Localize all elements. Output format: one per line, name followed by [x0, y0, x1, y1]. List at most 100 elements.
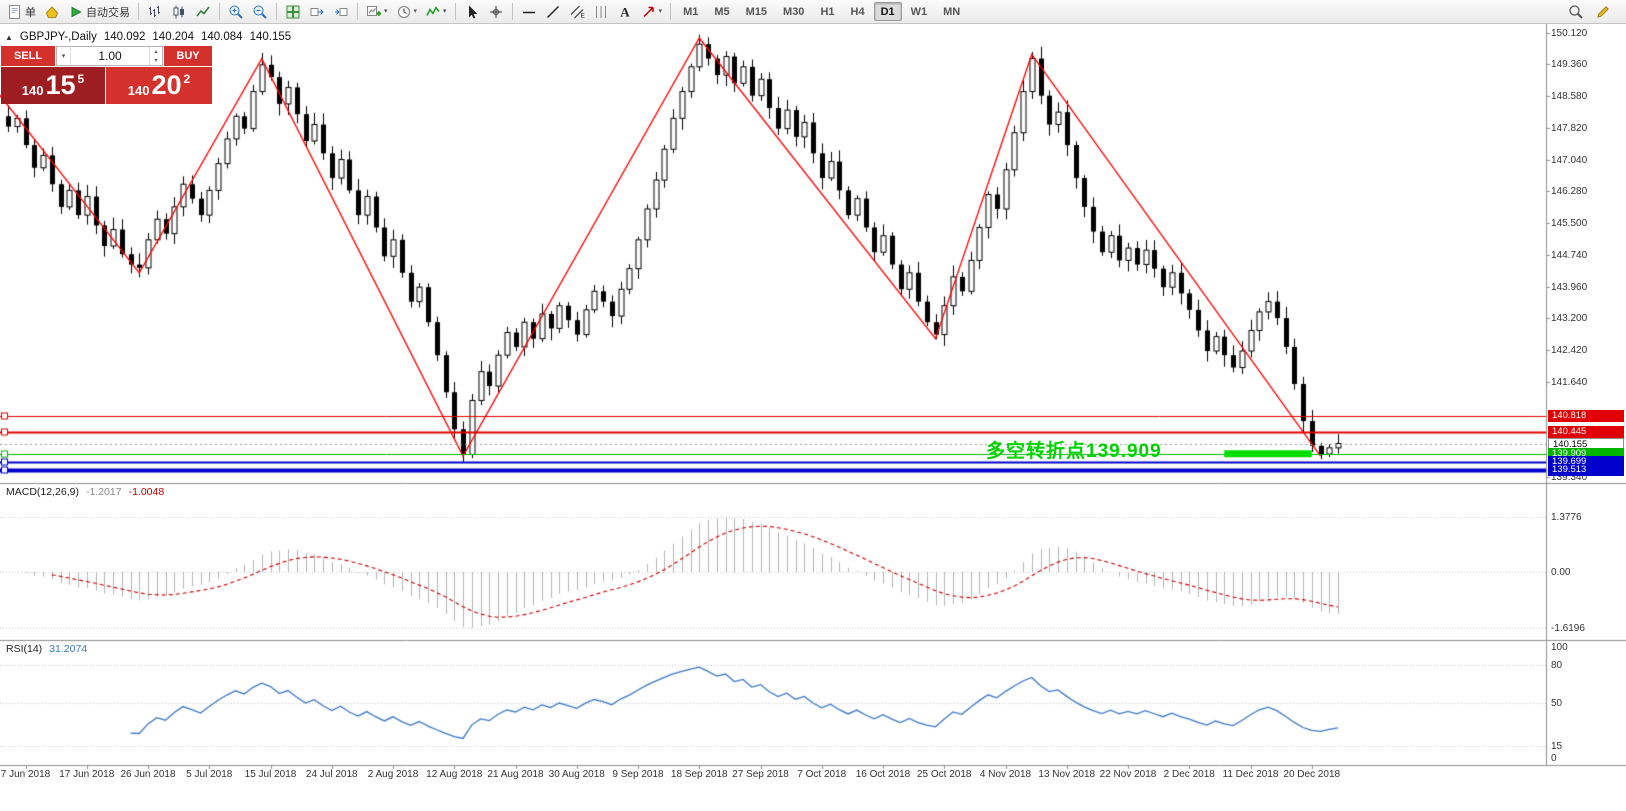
volume-spinner-up-icon[interactable]: ▴	[154, 49, 158, 55]
chart-info-line: ▲ GBPJPY-,Daily 140.092 140.204 140.084 …	[5, 31, 291, 43]
price-chart-canvas[interactable]	[0, 24, 1626, 811]
time-axis-label: 21 Aug 2018	[487, 769, 544, 780]
cursor-button[interactable]	[460, 1, 484, 22]
candlestick-chart-button[interactable]	[167, 1, 191, 22]
volume-dropdown-icon[interactable]: ▾	[57, 47, 71, 65]
timeframe-m5-button[interactable]: M5	[714, 5, 730, 18]
price-tag: 140.818	[1548, 410, 1624, 423]
symbol-period-label: GBPJPY-,Daily	[19, 31, 97, 43]
buy-button[interactable]: BUY	[164, 46, 212, 66]
volume-input[interactable]: 1.00	[98, 49, 122, 63]
price-scale[interactable]	[1547, 24, 1626, 765]
equidistant-channel-button[interactable]: E	[565, 1, 589, 22]
periods-button[interactable]: ▾	[392, 1, 422, 22]
timeframe-d1-button[interactable]: D1	[873, 2, 902, 21]
trendline-icon	[545, 4, 561, 20]
arrows-button[interactable]: ▾	[637, 1, 667, 22]
svg-text:E: E	[580, 12, 585, 19]
volume-control: ▾ 1.00 ▴ ▾	[56, 46, 163, 66]
macd-main-value: -1.2017	[85, 486, 122, 498]
buy-price-sup: 2	[183, 72, 191, 86]
price-scale-label: 145.500	[1551, 218, 1588, 230]
rsi-scale-label: 50	[1551, 697, 1563, 709]
time-axis-label: 7 Oct 2018	[797, 769, 847, 780]
price-scale-label: 148.580	[1551, 91, 1588, 103]
rsi-indicator-label: RSI(14) 31.2074	[6, 643, 94, 655]
price-tag: 140.155	[1548, 437, 1624, 450]
new-chart-icon	[366, 4, 382, 20]
tile-windows-button[interactable]	[281, 1, 305, 22]
macd-name: MACD(12,26,9)	[6, 486, 79, 498]
price-scale-label: 149.360	[1551, 59, 1588, 71]
chevron-down-icon: ▾	[658, 8, 663, 15]
time-axis-label: 24 Jul 2018	[305, 769, 358, 780]
arrow-icon	[641, 4, 657, 20]
one-click-panel-toggle-icon[interactable]: ▲	[5, 32, 13, 42]
price-scale-label: 150.120	[1551, 28, 1588, 40]
market-watch-button[interactable]	[40, 1, 64, 22]
horizontal-line-button[interactable]	[517, 1, 541, 22]
zoom-out-button[interactable]	[248, 1, 272, 22]
play-icon	[68, 4, 84, 20]
time-axis-label: 27 Sep 2018	[732, 769, 789, 780]
time-axis-label: 4 Nov 2018	[979, 769, 1032, 780]
volume-spinner: ▴ ▾	[149, 47, 162, 65]
timeframe-h1-button[interactable]: H1	[820, 5, 835, 18]
buy-price-prefix: 140	[127, 82, 150, 98]
rsi-value: 31.2074	[49, 643, 88, 655]
auto-scroll-icon	[309, 4, 325, 20]
auto-scroll-button[interactable]	[305, 1, 329, 22]
one-click-trading-panel: SELL ▾ 1.00 ▴ ▾ BUY 140 15 5	[1, 46, 212, 104]
buy-price-button[interactable]: 140 20 2	[106, 67, 212, 104]
toolbar-separator	[276, 3, 277, 20]
sell-price-button[interactable]: 140 15 5	[1, 67, 105, 104]
chart-shift-button[interactable]	[329, 1, 353, 22]
new-chart-button[interactable]: ▾	[362, 1, 392, 22]
chevron-down-icon: ▾	[384, 8, 388, 15]
timeframe-mn-button[interactable]: MN	[943, 5, 961, 18]
timeframe-w1-button[interactable]: W1	[910, 5, 928, 18]
zoom-in-icon	[228, 4, 244, 20]
new-order-button-label: 单	[25, 6, 36, 19]
trendline-button[interactable]	[541, 1, 565, 22]
new-order-button[interactable]: 单	[3, 1, 40, 22]
time-axis-label: 26 Jun 2018	[120, 769, 176, 780]
volume-spinner-down-icon[interactable]: ▾	[154, 58, 158, 64]
rsi-scale-label: 80	[1551, 660, 1563, 671]
indicators-button[interactable]: ▾	[421, 1, 451, 22]
text-label-button[interactable]: A	[613, 1, 637, 22]
hline-icon	[521, 4, 537, 20]
turning-point-annotation[interactable]: 多空转折点139.909	[986, 441, 1162, 462]
auto-trading-button[interactable]: 自动交易	[64, 1, 134, 22]
chevron-down-icon: ▾	[413, 8, 418, 15]
bar-chart-button[interactable]	[143, 1, 167, 22]
price-scale-label: 147.820	[1551, 122, 1588, 134]
candles-icon	[171, 4, 187, 20]
crosshair-button[interactable]	[484, 1, 508, 22]
line-chart-button[interactable]	[191, 1, 215, 22]
toolbar-separator	[357, 3, 358, 20]
cycle-lines-button[interactable]	[589, 1, 613, 22]
sell-price-prefix: 140	[21, 82, 44, 98]
auto-trading-button-label: 自动交易	[86, 6, 130, 19]
time-axis-label: 25 Oct 2018	[917, 769, 972, 780]
timeframe-m1-button[interactable]: M1	[683, 5, 699, 18]
time-axis-label: 16 Oct 2018	[855, 769, 911, 780]
timeframe-h4-button[interactable]: H4	[850, 5, 865, 18]
chart-properties-button[interactable]	[1591, 1, 1615, 22]
sell-button[interactable]: SELL	[1, 46, 55, 66]
search-button[interactable]	[1564, 1, 1588, 22]
zoom-in-button[interactable]	[224, 1, 248, 22]
time-axis-label: 2 Dec 2018	[1163, 769, 1215, 780]
time-axis-label: 5 Jul 2018	[186, 769, 233, 780]
quote-open: 140.092	[103, 31, 146, 43]
time-axis-label: 11 Dec 2018	[1222, 769, 1279, 780]
line-icon	[195, 4, 211, 20]
price-scale-label: 144.740	[1551, 249, 1588, 261]
timeframe-m30-button[interactable]: M30	[783, 5, 805, 18]
macd-indicator-label: MACD(12,26,9) -1.2017 -1.0048	[6, 486, 171, 498]
time-axis-label: 12 Aug 2018	[426, 769, 483, 780]
time-axis-label: 9 Sep 2018	[612, 769, 664, 780]
timeframe-m15-button[interactable]: M15	[745, 5, 768, 18]
